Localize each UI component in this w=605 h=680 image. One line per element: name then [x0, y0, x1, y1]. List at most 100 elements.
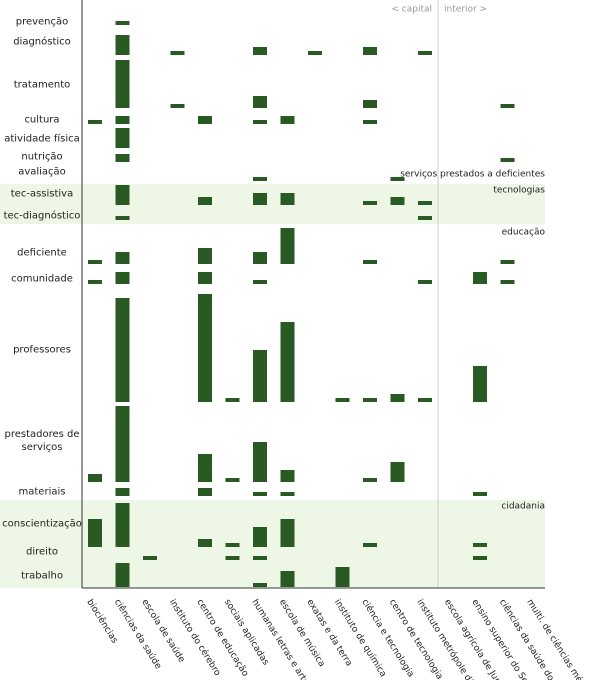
row-label: tec-assistiva — [10, 188, 74, 200]
cell-bar — [225, 543, 240, 547]
cell-bar — [115, 488, 130, 496]
cell-bar — [418, 216, 432, 220]
cell-bar — [253, 527, 267, 547]
cell-bar — [253, 556, 267, 560]
cell-bar — [115, 60, 130, 108]
cell-bar — [115, 406, 130, 482]
row-label: cultura — [24, 114, 60, 126]
cell-bar — [253, 252, 267, 264]
cell-bar — [418, 201, 432, 205]
row-label: direito — [26, 546, 58, 558]
cell-bar — [88, 519, 102, 547]
cell-bar — [253, 120, 267, 124]
cell-bar — [198, 248, 212, 264]
cell-bar — [280, 228, 295, 264]
header-left: < capital — [391, 5, 432, 15]
cell-bar — [198, 539, 212, 547]
cell-bar — [363, 398, 377, 402]
cell-bar — [253, 177, 267, 181]
cell-bar — [115, 128, 130, 148]
column-label: instituto de química — [332, 598, 388, 679]
cell-bar — [115, 252, 130, 264]
cell-bar — [418, 280, 432, 284]
group-label: tecnologias — [493, 186, 545, 196]
row-label: professores — [13, 344, 71, 356]
cell-bar — [280, 519, 295, 547]
cell-bar — [198, 116, 212, 124]
row-label: nutrição — [21, 151, 63, 163]
cell-bar — [253, 492, 267, 496]
cell-bar — [280, 571, 295, 587]
row-label: prestadores de serviços — [4, 429, 80, 453]
cell-bar — [198, 272, 212, 284]
cell-bar — [308, 51, 322, 55]
cell-bar — [280, 116, 295, 124]
cell-bar — [390, 462, 405, 482]
row-label: conscientização — [2, 518, 82, 530]
cell-bar — [280, 470, 295, 482]
cell-bar — [363, 47, 377, 55]
cell-bar — [170, 104, 185, 108]
cell-bar — [500, 104, 515, 108]
cell-bar — [225, 398, 240, 402]
cell-bar — [473, 366, 487, 402]
cell-bar — [115, 116, 130, 124]
cell-bar — [500, 280, 515, 284]
column-label: centro de tecnologia — [387, 598, 445, 680]
row-label: deficiente — [17, 247, 67, 259]
cell-bar — [143, 556, 157, 560]
cell-bar — [335, 398, 350, 402]
cell-bar — [170, 51, 185, 55]
cell-bar — [280, 492, 295, 496]
cell-bar — [115, 216, 130, 220]
cell-bar — [418, 398, 432, 402]
cell-bar — [115, 272, 130, 284]
cell-bar — [390, 197, 405, 205]
cell-bar — [198, 488, 212, 496]
column-label: ciências da saúde — [112, 597, 164, 671]
cell-bar — [500, 158, 515, 162]
cell-bar — [390, 177, 405, 181]
cell-bar — [253, 47, 267, 55]
cell-bar — [225, 556, 240, 560]
cell-bar — [473, 556, 487, 560]
row-label: atividade física — [4, 133, 80, 145]
cell-bar — [473, 492, 487, 496]
cell-bar — [363, 201, 377, 205]
header-right: interior > — [444, 5, 487, 15]
cell-bar — [115, 185, 130, 205]
cell-bar — [473, 272, 487, 284]
cell-bar — [115, 563, 130, 587]
row-label: materiais — [18, 486, 66, 498]
cell-bar — [115, 154, 130, 162]
cell-bar — [198, 197, 212, 205]
column-label: ciência e tecnologia — [359, 597, 416, 679]
cell-bar — [115, 35, 130, 55]
cell-bar — [363, 120, 377, 124]
cell-bar — [115, 298, 130, 402]
cell-bar — [363, 100, 377, 108]
column-label: multi. de ciências médicas — [524, 597, 597, 680]
cell-bar — [390, 394, 405, 402]
cell-bar — [198, 294, 212, 402]
cell-bar — [363, 543, 377, 547]
column-label: centro de educação — [194, 598, 250, 679]
cell-bar — [198, 454, 212, 482]
cell-bar — [253, 442, 267, 482]
cell-bar — [363, 478, 377, 482]
cell-bar — [473, 543, 487, 547]
cell-bar — [253, 193, 267, 205]
cell-bar — [418, 51, 432, 55]
cell-bar — [500, 260, 515, 264]
cell-bar — [88, 120, 102, 124]
cell-bar — [253, 583, 267, 587]
row-label: trabalho — [21, 570, 63, 582]
row-label: tratamento — [13, 79, 71, 91]
group-label: educação — [502, 228, 546, 238]
cell-bar — [280, 322, 295, 402]
cell-bar — [335, 567, 350, 587]
row-label: comunidade — [11, 273, 73, 285]
group-label: cidadania — [501, 502, 545, 512]
row-label: prevenção — [15, 16, 69, 28]
